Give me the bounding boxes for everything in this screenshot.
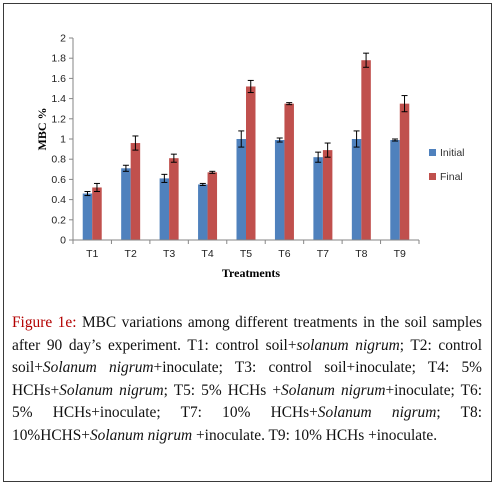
x-axis: T1 T2 T3 T4 T5 T6 T7 T8 T9 [72, 239, 420, 260]
y-tick-label: 1 [60, 134, 66, 146]
x-tick-label: T3 [163, 248, 175, 260]
bar-initial-t5 [236, 139, 246, 240]
x-tick-label: T8 [355, 248, 367, 260]
bar-final-t4 [207, 172, 218, 240]
bar-initial-t7 [313, 157, 323, 240]
caption-text: MBC variations among different treatment… [12, 314, 483, 444]
bar-final-t5 [246, 86, 256, 240]
y-tick-label: 1.6 [51, 73, 66, 85]
y-tick-label: 0.4 [51, 194, 66, 206]
bar-final-t6 [284, 103, 294, 241]
figure-frame [3, 3, 492, 482]
x-axis-label: Treatments [222, 266, 281, 280]
bar-initial-t4 [198, 184, 208, 240]
y-tick-label: 0 [60, 235, 66, 247]
legend-swatch-final [429, 173, 436, 180]
x-tick-label: T1 [86, 248, 98, 260]
chart-container: 0 0.2 0.4 0.6 0.8 1 1.2 1.4 1.6 1.8 2 T1 T2 T3 T4 T5 T6… [9, 9, 485, 307]
y-tick-label: 1.4 [51, 93, 66, 105]
y-axis: 0 0.2 0.4 0.6 0.8 1 1.2 1.4 1.6 1.8 2 [51, 33, 74, 247]
figure-caption: Figure 1e: MBC variations among differen… [12, 312, 482, 447]
bar-final-t8 [361, 60, 371, 240]
bar-initial-t1 [82, 193, 93, 240]
bar-final-t9 [399, 103, 410, 241]
y-axis-label: MBC % [35, 108, 49, 151]
bar-initial-t8 [351, 139, 362, 240]
x-tick-label: T9 [394, 248, 406, 260]
bar-final-t2 [130, 143, 141, 240]
legend: Initial Final [429, 147, 465, 183]
bar-chart: 0 0.2 0.4 0.6 0.8 1 1.2 1.4 1.6 1.8 2 T1 T2 T3 T4 T5 T6… [35, 33, 465, 281]
bar-initial-t2 [121, 168, 131, 240]
y-tick-label: 0.8 [51, 154, 66, 166]
y-tick-label: 2 [60, 33, 66, 45]
caption-label: Figure 1e: [12, 314, 77, 331]
x-tick-label: T7 [317, 248, 329, 260]
x-tick-label: T6 [278, 248, 290, 260]
bar-final-t1 [92, 187, 102, 240]
bar-final-t3 [169, 158, 179, 240]
x-tick-label: T4 [201, 248, 213, 260]
x-tick-label: T2 [125, 248, 137, 260]
legend-label-initial: Initial [440, 147, 465, 159]
y-tick-label: 0.2 [51, 214, 66, 226]
legend-label-final: Final [440, 171, 463, 183]
y-tick-label: 1.8 [51, 53, 66, 65]
bar-initial-t9 [390, 140, 400, 240]
y-tick-label: 0.6 [51, 174, 66, 186]
bar-initial-t3 [159, 178, 170, 240]
legend-swatch-initial [429, 149, 436, 156]
bar-initial-t6 [274, 140, 285, 240]
x-tick-label: T5 [240, 248, 252, 260]
y-tick-label: 1.2 [51, 113, 66, 125]
bar-final-t7 [322, 150, 333, 240]
bars [82, 52, 410, 241]
